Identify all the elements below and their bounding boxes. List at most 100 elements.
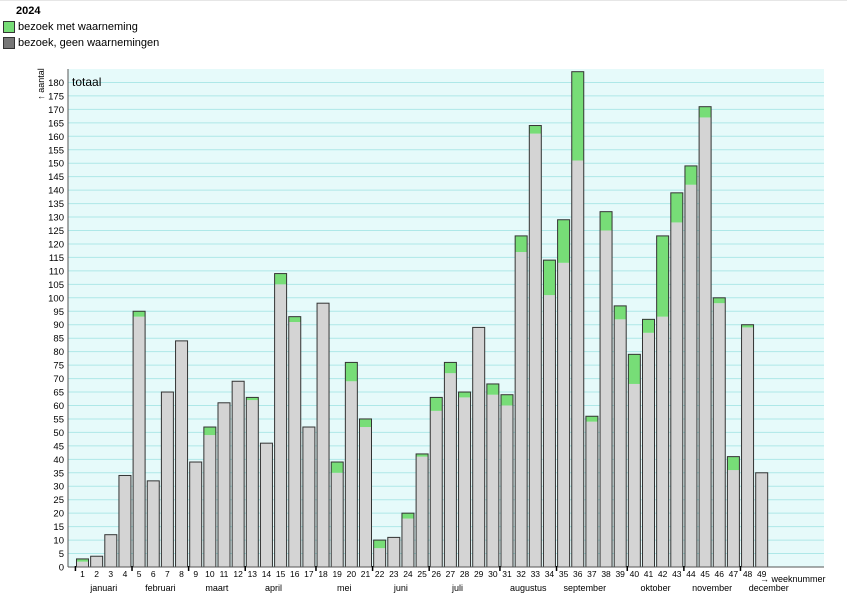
x-tick-label: 39	[615, 569, 625, 579]
x-tick-label: 21	[361, 569, 371, 579]
x-tick-label: 44	[686, 569, 696, 579]
legend-label: bezoek met waarneming	[18, 21, 138, 33]
x-tick-label: 1	[80, 569, 85, 579]
y-tick-label: 175	[48, 91, 64, 102]
x-tick-label: 40	[630, 569, 640, 579]
bar-with-observation	[373, 540, 386, 549]
y-tick-label: 70	[53, 374, 64, 385]
bar-with-observation	[401, 513, 414, 519]
bar-no-observation	[472, 327, 485, 567]
month-label: februari	[145, 583, 176, 593]
bar-with-observation	[699, 106, 712, 118]
x-tick-label: 16	[290, 569, 300, 579]
month-label: augustus	[510, 583, 547, 593]
bar-no-observation	[430, 410, 443, 567]
legend-label: bezoek, geen waarnemingen	[18, 37, 160, 49]
month-label: juni	[393, 583, 408, 593]
bar-no-observation	[755, 472, 768, 567]
y-tick-label: 75	[53, 361, 64, 372]
bar-no-observation	[458, 397, 471, 567]
bar-no-observation	[684, 184, 697, 568]
y-tick-label: 95	[53, 307, 64, 318]
bar-with-observation	[614, 305, 627, 320]
bar-with-observation	[359, 418, 372, 428]
bar-no-observation	[543, 295, 556, 567]
x-tick-label: 24	[403, 569, 413, 579]
bar-no-observation	[175, 340, 188, 567]
bar-no-observation	[486, 394, 499, 567]
y-tick-label: 10	[53, 536, 64, 547]
x-tick-label: 8	[179, 569, 184, 579]
x-tick-label: 19	[332, 569, 342, 579]
y-tick-label: 130	[48, 213, 64, 224]
bar-no-observation	[600, 230, 613, 567]
bar-no-observation	[585, 421, 598, 567]
x-tick-label: 11	[220, 569, 229, 579]
x-tick-label: 41	[644, 569, 654, 579]
bar-no-observation	[656, 316, 669, 567]
bar-no-observation	[515, 252, 528, 567]
x-tick-label: 25	[417, 569, 427, 579]
x-tick-label: 27	[446, 569, 456, 579]
y-tick-label: 20	[53, 509, 64, 520]
x-tick-label: 2	[94, 569, 99, 579]
y-tick-label: 150	[48, 159, 64, 170]
x-tick-label: 30	[488, 569, 498, 579]
x-tick-label: 23	[389, 569, 399, 579]
y-tick-label: 45	[53, 441, 64, 452]
x-tick-label: 47	[729, 569, 739, 579]
bar-no-observation	[260, 443, 273, 567]
x-tick-label: 3	[108, 569, 113, 579]
x-tick-label: 5	[137, 569, 142, 579]
x-tick-label: 9	[193, 569, 198, 579]
y-tick-label: 100	[48, 293, 64, 304]
bar-no-observation	[571, 160, 584, 567]
top-divider	[0, 0, 847, 1]
y-tick-label: 160	[48, 132, 64, 143]
y-tick-label: 105	[48, 280, 64, 291]
month-label: november	[692, 583, 732, 593]
bar-no-observation	[331, 472, 344, 567]
bar-with-observation	[656, 235, 669, 317]
bar-no-observation	[416, 456, 429, 567]
y-tick-label: 180	[48, 78, 64, 89]
y-tick-label: 80	[53, 347, 64, 358]
bar-no-observation	[501, 405, 513, 567]
bar-with-observation	[642, 319, 655, 333]
bar-with-observation	[515, 235, 528, 253]
month-label: oktober	[641, 583, 671, 593]
bar-no-observation	[147, 480, 160, 567]
month-label: maart	[205, 583, 229, 593]
x-tick-label: 49	[757, 569, 767, 579]
x-tick-label: 10	[205, 569, 215, 579]
legend-item-no-observation: bezoek, geen waarnemingen	[3, 35, 159, 51]
bar-with-observation	[76, 558, 89, 562]
bar-with-observation	[670, 192, 683, 223]
bar-no-observation	[203, 435, 216, 567]
bar-with-observation	[274, 273, 287, 285]
legend: 2024 bezoek met waarneming bezoek, geen …	[3, 3, 159, 51]
x-tick-label: 28	[460, 569, 470, 579]
bar-with-observation	[727, 456, 740, 471]
y-tick-label: 0	[59, 563, 64, 574]
x-axis-label: → weeknummer	[760, 574, 826, 584]
bar-no-observation	[642, 332, 655, 567]
bar-no-observation	[614, 319, 627, 567]
bar-no-observation	[670, 222, 683, 567]
x-tick-label: 14	[262, 569, 272, 579]
bar-no-observation	[387, 537, 400, 567]
legend-title: 2024	[16, 5, 41, 17]
bar-no-observation	[529, 133, 542, 567]
bar-no-observation	[232, 381, 245, 567]
bar-no-observation	[317, 303, 330, 567]
bar-no-observation	[444, 373, 457, 567]
month-label: september	[564, 583, 607, 593]
bar-no-observation	[628, 383, 641, 567]
legend-item-with-observation: bezoek met waarneming	[3, 19, 159, 35]
y-tick-label: 125	[48, 226, 64, 237]
y-tick-label: 120	[48, 239, 64, 250]
panel-label: totaal	[72, 75, 101, 89]
month-label: april	[265, 583, 282, 593]
month-label: december	[749, 583, 789, 593]
bar-no-observation	[274, 284, 287, 567]
